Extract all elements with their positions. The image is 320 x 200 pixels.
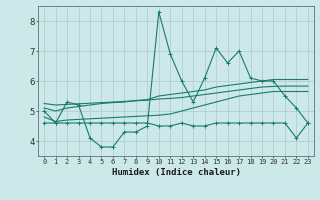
X-axis label: Humidex (Indice chaleur): Humidex (Indice chaleur) — [111, 168, 241, 177]
